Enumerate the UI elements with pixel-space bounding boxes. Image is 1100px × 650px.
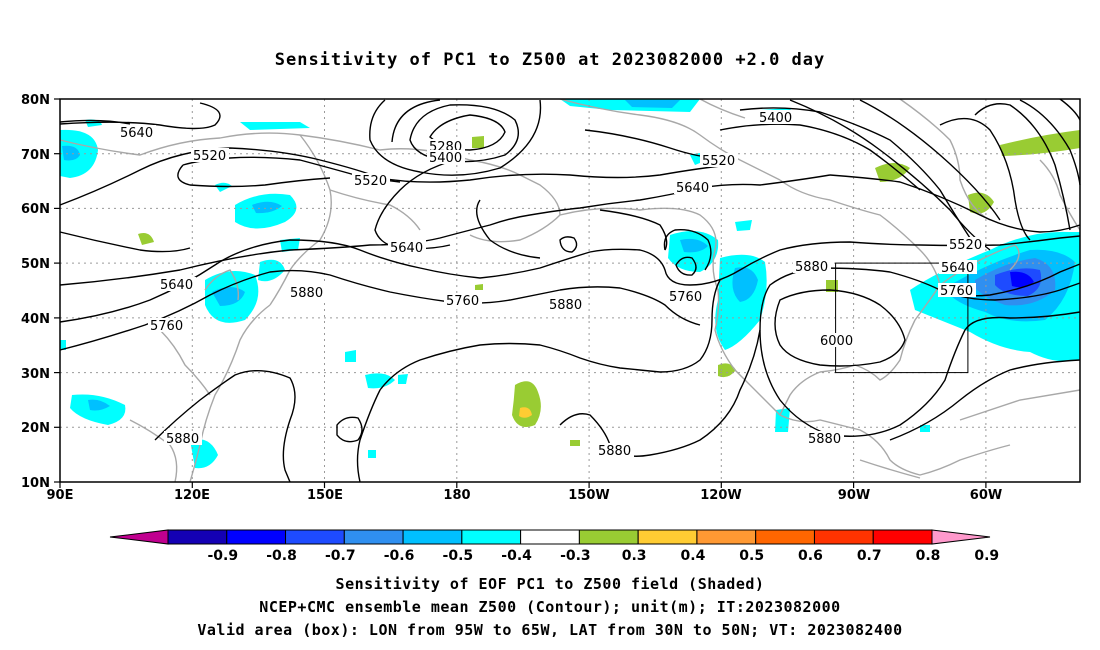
colorbar-label: -0.6: [384, 548, 415, 564]
contour-label: 5640: [160, 278, 193, 293]
colorbar-label: 0.9: [974, 548, 999, 564]
colorbar-swatch: [813, 529, 874, 545]
contour-label: 5520: [949, 238, 982, 253]
colorbar-label: -0.4: [501, 548, 532, 564]
coastlines: [59, 98, 1081, 483]
colorbar: -0.9 -0.8 -0.7 -0.6 -0.5 -0.4 -0.3 0.3 0.4 0.5 0.6…: [109, 529, 999, 564]
colorbar-label: -0.7: [325, 548, 356, 564]
colorbar-label: 0.8: [916, 548, 941, 564]
contour-label: 6000: [820, 334, 853, 349]
lon-label: 150E: [307, 488, 343, 503]
colorbar-label: 0.3: [622, 548, 647, 564]
contour-label: 5760: [669, 290, 702, 305]
grid: [60, 99, 1080, 482]
valid-area-box: [835, 262, 969, 374]
colorbar-swatch: [167, 529, 228, 545]
contour-label: 5880: [290, 286, 323, 301]
lat-label: 70N: [21, 148, 50, 163]
contour-label: 5520: [702, 154, 735, 169]
contour-label: 5880: [808, 432, 841, 447]
colorbar-swatch: [285, 529, 345, 545]
footer-line-2: NCEP+CMC ensemble mean Z500 (Contour); u…: [259, 598, 841, 616]
lon-label: 180: [443, 488, 470, 503]
colorbar-label: -0.9: [207, 548, 238, 564]
colorbar-swatch: [461, 529, 522, 545]
z500-contours: [59, 98, 1081, 483]
colorbar-right-arrow: [931, 529, 991, 545]
contour-labels: 5640 5520 5280 5400 5400 5520 5520 5640 …: [118, 110, 985, 459]
colorbar-label: 0.6: [798, 548, 823, 564]
lat-labels: 80N 70N 60N 50N 40N 30N 20N 10N: [21, 93, 50, 491]
colorbar-swatch: [578, 529, 639, 545]
contour-label: 5880: [166, 432, 199, 447]
lat-label: 80N: [21, 93, 50, 108]
lat-label: 20N: [21, 421, 50, 436]
colorbar-swatch: [755, 529, 815, 545]
lat-label: 30N: [21, 367, 50, 382]
contour-label: 5760: [940, 284, 973, 299]
lon-labels: 90E 120E 150E 180 150W 120W 90W 60W: [47, 488, 1003, 503]
footer-line-1: Sensitivity of EOF PC1 to Z500 field (Sh…: [335, 575, 765, 593]
lat-label: 60N: [21, 202, 50, 217]
lon-label: 90E: [47, 488, 74, 503]
chart-title: Sensitivity of PC1 to Z500 at 2023082000…: [274, 50, 826, 70]
colorbar-label: 0.5: [739, 548, 764, 564]
contour-label: 5880: [795, 260, 828, 275]
plot-frame: [59, 98, 1081, 483]
lon-label: 120W: [700, 488, 741, 503]
contour-label: 5400: [429, 151, 462, 166]
colorbar-label: 0.4: [681, 548, 706, 564]
contour-label: 5760: [150, 319, 183, 334]
contour-label: 5760: [446, 294, 479, 309]
contour-label: 5520: [354, 174, 387, 189]
colorbar-swatch: [520, 529, 580, 545]
contour-label: 5400: [759, 111, 792, 126]
colorbar-swatch: [872, 529, 933, 545]
lat-label: 10N: [21, 476, 50, 491]
lat-label: 50N: [21, 257, 50, 272]
colorbar-swatch: [226, 529, 287, 545]
contour-label: 5640: [120, 126, 153, 141]
contour-label: 5880: [549, 298, 582, 313]
colorbar-label: -0.3: [560, 548, 591, 564]
colorbar-label: -0.5: [443, 548, 474, 564]
colorbar-label: 0.7: [857, 548, 882, 564]
contour-label: 5640: [390, 241, 423, 256]
colorbar-left-arrow: [109, 529, 169, 545]
contour-label: 5640: [941, 261, 974, 276]
contour-label: 5640: [676, 181, 709, 196]
lon-label: 90W: [838, 488, 870, 503]
footer-line-3: Valid area (box): LON from 95W to 65W, L…: [197, 621, 903, 639]
lon-label: 150W: [568, 488, 609, 503]
contour-label: 5520: [193, 149, 226, 164]
colorbar-swatch: [402, 529, 463, 545]
contour-label: 5880: [598, 444, 631, 459]
lat-label: 40N: [21, 312, 50, 327]
colorbar-swatch: [696, 529, 757, 545]
lon-label: 60W: [970, 488, 1002, 503]
colorbar-swatch: [637, 529, 698, 545]
lon-label: 120E: [174, 488, 210, 503]
colorbar-label: -0.8: [266, 548, 297, 564]
colorbar-swatch: [343, 529, 404, 545]
